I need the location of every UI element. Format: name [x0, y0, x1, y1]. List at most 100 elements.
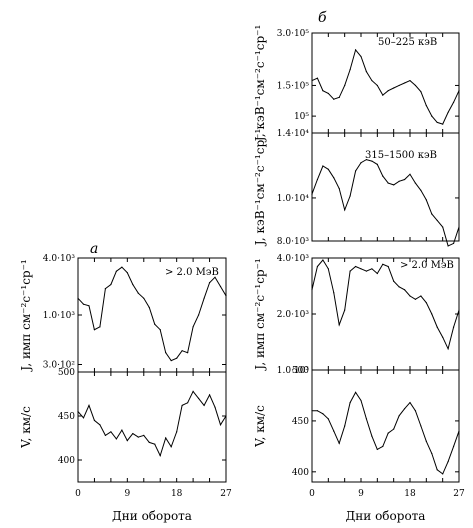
panel-a_top: 4.0·10³ 1.0·10³ 3.0·10² J, имп см⁻²с⁻¹ср⁻¹ >…	[19, 241, 227, 373]
data-point	[371, 160, 373, 162]
series-line	[77, 390, 227, 457]
data-point	[436, 326, 438, 328]
y-axis-label: V, км/с	[253, 405, 267, 448]
data-point	[360, 399, 362, 402]
data-point	[393, 87, 395, 89]
data-point	[425, 104, 427, 107]
data-point	[442, 473, 444, 475]
panel-b_top: 3.0·10⁵ 1.5·10⁵ 10⁵ J, кэВ⁻¹см⁻²с⁻¹ср⁻¹ 50–2…	[253, 10, 460, 143]
data-point	[187, 402, 189, 404]
data-point	[365, 158, 368, 161]
data-point	[77, 297, 79, 299]
data-point	[344, 309, 346, 311]
data-point	[365, 418, 368, 420]
data-point	[137, 436, 139, 438]
data-point	[409, 295, 411, 297]
data-point	[322, 90, 324, 92]
data-point	[382, 445, 384, 447]
data-point	[327, 418, 329, 420]
data-point	[452, 242, 455, 245]
series-label: > 2.0 МэВ	[400, 260, 454, 271]
data-point	[409, 173, 411, 175]
data-point	[208, 281, 211, 284]
data-point	[99, 424, 101, 426]
y-tick-label: 3.0·10⁵	[277, 29, 310, 39]
y-tick-label: 1.0·10³	[43, 311, 76, 321]
data-point	[458, 226, 460, 228]
data-point	[431, 313, 433, 315]
data-point	[181, 350, 183, 352]
data-point	[365, 71, 368, 73]
data-point	[333, 177, 335, 179]
y-tick-label: 450	[58, 412, 75, 422]
y-tick-label: 8.0·10³	[277, 237, 310, 247]
data-point	[333, 292, 335, 294]
data-point	[349, 401, 351, 404]
data-point	[354, 391, 357, 393]
data-point	[181, 404, 183, 407]
data-point	[398, 286, 400, 288]
data-point	[403, 408, 406, 410]
data-point	[349, 68, 351, 71]
data-point	[132, 283, 134, 286]
data-point	[371, 435, 373, 437]
data-point	[376, 272, 378, 275]
data-point	[403, 178, 406, 181]
data-point	[436, 469, 438, 471]
data-point	[436, 121, 438, 124]
data-point	[354, 265, 357, 268]
x-tick-label: 0	[309, 489, 315, 499]
data-point	[93, 329, 96, 331]
x-tick-label: 9	[358, 489, 364, 499]
data-point	[447, 348, 449, 350]
data-point	[431, 213, 433, 215]
data-point	[121, 429, 123, 431]
data-point	[148, 306, 150, 309]
data-point	[414, 84, 417, 87]
x-axis-label: Дни оборота	[346, 509, 426, 523]
data-point	[431, 115, 433, 117]
data-point	[322, 259, 324, 261]
data-point	[393, 428, 395, 430]
y-tick-label: 400	[292, 468, 309, 478]
data-point	[322, 413, 324, 415]
series-label: 315–1500 кэВ	[365, 150, 437, 161]
data-point	[192, 326, 194, 328]
data-point	[349, 270, 351, 272]
series-line	[312, 391, 460, 475]
data-point	[311, 193, 313, 195]
data-point	[143, 434, 145, 436]
data-point	[322, 165, 324, 167]
data-point	[425, 302, 427, 304]
data-point	[425, 440, 427, 442]
plot-frame	[311, 369, 460, 483]
y-tick-label: 1.0·10³	[277, 366, 310, 376]
panel-a_bottom: 500 450 400 0 9 18 27 Дни оборота V, км/с	[19, 368, 232, 523]
data-point	[165, 352, 167, 354]
data-point	[420, 91, 422, 93]
data-point	[442, 336, 444, 338]
data-point	[170, 446, 172, 448]
data-point	[414, 182, 417, 184]
data-point	[360, 55, 362, 58]
panel-b_bottom: 500 450 400 0 9 18 27 Дни оборота V, км/с	[253, 366, 465, 523]
data-point	[376, 163, 378, 165]
data-point	[442, 226, 444, 228]
y-tick-label: 2.0·10³	[277, 310, 310, 320]
data-point	[311, 410, 313, 412]
data-point	[360, 162, 362, 164]
data-point	[425, 199, 427, 201]
y-axis-label: J, кэВ⁻¹см⁻²с⁻¹ср⁻¹	[253, 25, 267, 144]
data-point	[316, 410, 319, 412]
data-point	[458, 90, 460, 92]
data-point	[387, 182, 389, 184]
data-point	[208, 394, 211, 396]
data-point	[420, 425, 422, 427]
plot-frame	[311, 257, 460, 371]
data-point	[104, 434, 107, 436]
data-point	[387, 432, 389, 434]
data-point	[170, 359, 172, 362]
data-point	[99, 326, 101, 328]
data-point	[311, 79, 313, 82]
y-tick-label: 3.0·10²	[43, 361, 76, 371]
